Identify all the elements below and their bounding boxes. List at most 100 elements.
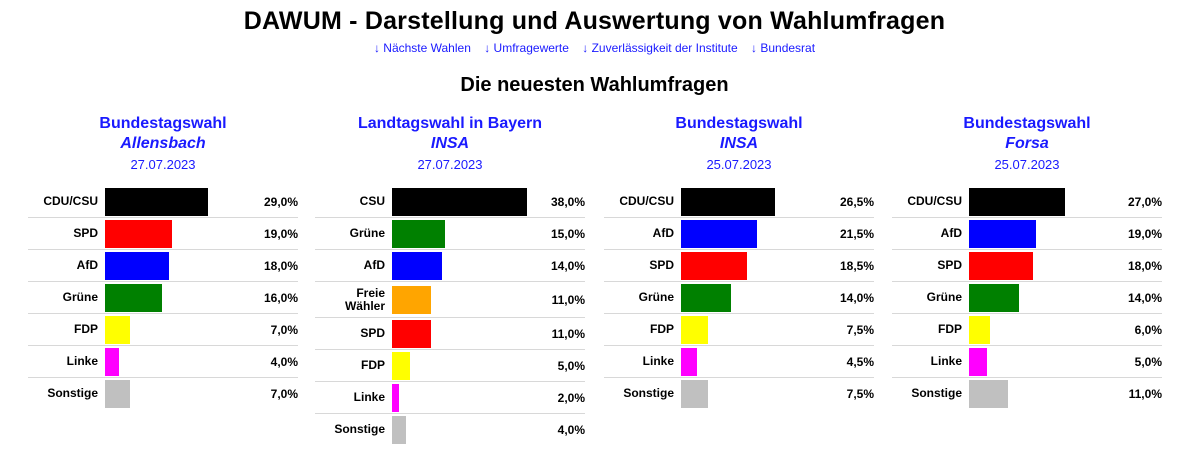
party-value: 18,0% [263,258,298,273]
party-bar [392,416,406,444]
party-row: FDP 7,5% [604,314,874,346]
party-bar [105,188,208,216]
party-bar [969,188,1065,216]
party-label: Grüne [349,226,385,240]
section-title: Die neuesten Wahlumfragen [460,74,729,96]
party-bar [392,320,431,348]
party-bar [105,380,130,408]
nav-link-bundesrat[interactable]: ↓ Bundesrat [751,41,816,55]
party-label: Sonstige [623,386,674,400]
poll-election-link[interactable]: Landtagswahl in Bayern [357,115,543,132]
party-value: 4,5% [846,354,874,369]
party-bar [105,284,162,312]
party-label: SPD [937,258,962,272]
party-value: 16,0% [263,290,298,305]
party-label: AfD [652,226,674,240]
party-label: FDP [74,322,98,336]
poll-date: 25.07.2023 [994,157,1060,172]
party-row: CSU 38,0% [315,186,585,218]
party-value: 7,0% [270,322,298,337]
party-value: 29,0% [263,194,298,209]
party-row: Sonstige 7,5% [604,378,874,409]
party-row: Linke 2,0% [315,382,585,414]
party-row: Grüne 14,0% [892,282,1162,314]
poll-election-link[interactable]: Bundestagswahl [675,115,803,132]
party-label: Sonstige [334,422,385,436]
party-label: Grüne [62,290,98,304]
party-bar [681,380,708,408]
party-value: 27,0% [1127,194,1162,209]
party-row: SPD 18,5% [604,250,874,282]
party-label: AfD [76,258,98,272]
poll-institute-link[interactable]: Forsa [1005,135,1049,152]
party-row: Linke 4,5% [604,346,874,378]
party-label: Freie Wähler [344,285,385,313]
party-value: 4,0% [270,354,298,369]
poll-date: 25.07.2023 [706,157,772,172]
party-value: 14,0% [550,258,585,273]
party-value: 6,0% [1134,322,1162,337]
party-label: Linke [66,354,98,368]
party-value: 11,0% [551,326,585,341]
party-label: CDU/CSU [907,194,962,208]
party-row: Linke 4,0% [28,346,298,378]
party-label: Grüne [926,290,962,304]
party-value: 19,0% [263,226,298,241]
nav-link-umfragewerte[interactable]: ↓ Umfragewerte [484,41,569,55]
party-value: 18,0% [1127,258,1162,273]
poll-institute-link[interactable]: INSA [430,135,470,152]
party-bar [105,252,169,280]
party-value: 15,0% [550,226,585,241]
page-title: DAWUM - Darstellung und Auswertung von W… [243,7,946,35]
party-bar [969,380,1008,408]
party-row: AfD 19,0% [892,218,1162,250]
party-row: FDP 6,0% [892,314,1162,346]
party-value: 4,0% [557,422,585,437]
party-label: FDP [938,322,962,336]
poll-institute-link[interactable]: INSA [719,135,759,152]
party-label: CSU [359,194,385,208]
party-bar [681,348,697,376]
poll-election-link[interactable]: Bundestagswahl [99,115,227,132]
party-bar [392,286,431,314]
party-bar [969,220,1036,248]
party-label: Grüne [638,290,674,304]
party-value: 14,0% [1127,290,1162,305]
party-row: Grüne 14,0% [604,282,874,314]
party-bar [969,284,1019,312]
party-label: AfD [363,258,385,272]
party-row: Linke 5,0% [892,346,1162,378]
poll-election-link[interactable]: Bundestagswahl [963,115,1091,132]
party-bar [681,220,757,248]
party-label: CDU/CSU [43,194,98,208]
party-value: 7,0% [270,386,298,401]
party-label: Sonstige [47,386,98,400]
party-row: SPD 11,0% [315,318,585,350]
party-label: SPD [649,258,674,272]
nav-link-zuverlaessigkeit[interactable]: ↓ Zuverlässigkeit der Institute [582,41,738,55]
party-label: AfD [940,226,962,240]
party-bar [681,316,708,344]
party-bar [105,348,119,376]
party-label: CDU/CSU [619,194,674,208]
party-value: 11,0% [551,292,585,307]
party-bar [392,352,410,380]
nav-links: ↓ Nächste Wahlen ↓ Umfragewerte ↓ Zuverl… [0,41,1189,55]
party-row: Sonstige 11,0% [892,378,1162,409]
party-bar [681,252,747,280]
party-row: Grüne 16,0% [28,282,298,314]
party-value: 26,5% [839,194,874,209]
party-row: SPD 18,0% [892,250,1162,282]
party-row: AfD 18,0% [28,250,298,282]
party-bar [392,384,399,412]
party-bar [392,252,442,280]
party-bar [969,348,987,376]
party-label: Linke [353,390,385,404]
party-label: SPD [360,326,385,340]
party-row: Sonstige 7,0% [28,378,298,409]
party-row: Grüne 15,0% [315,218,585,250]
party-row: FDP 5,0% [315,350,585,382]
poll-institute-link[interactable]: Allensbach [120,135,206,152]
nav-link-naechste-wahlen[interactable]: ↓ Nächste Wahlen [373,41,471,55]
party-bar [392,188,527,216]
